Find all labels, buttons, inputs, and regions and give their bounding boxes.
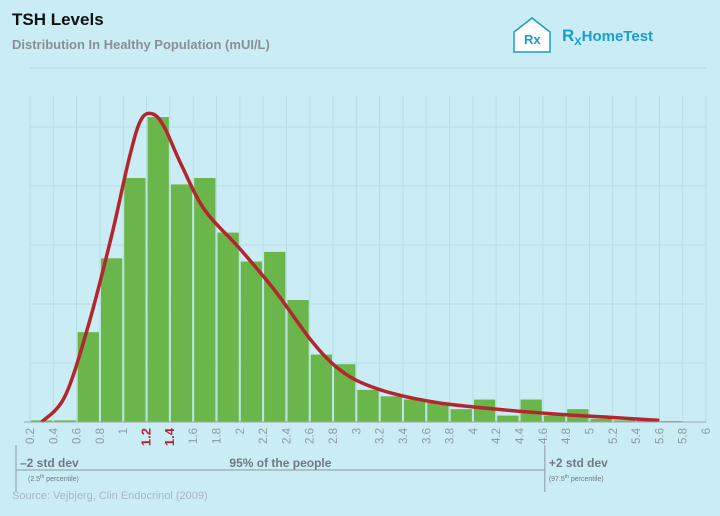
- std-dev-annotations: –2 std dev (2.5th percentile) 95% of the…: [15, 445, 608, 492]
- x-tick-label: 6: [701, 428, 713, 434]
- x-tick-label: 5.2: [608, 428, 620, 444]
- histogram-bar: [427, 402, 449, 422]
- x-tick-label: 1: [118, 428, 130, 434]
- x-tick-label: 1.6: [188, 428, 200, 444]
- x-tick-label: 0.4: [48, 427, 60, 444]
- histogram-bar: [264, 251, 286, 422]
- x-tick-label: 5.8: [678, 428, 690, 444]
- x-tick-label: 4.2: [491, 428, 503, 444]
- histogram-bar: [77, 332, 99, 422]
- x-tick-label: 0.8: [95, 428, 107, 444]
- histogram-bar: [170, 184, 193, 422]
- house-logo-icon: Rx: [513, 17, 551, 53]
- histogram-bar: [403, 399, 426, 422]
- left-percentile-note: (2.5th percentile): [28, 474, 79, 483]
- left-std-dev-label: –2 std dev: [20, 456, 79, 470]
- right-std-dev-label: +2 std dev: [549, 456, 608, 470]
- x-tick-labels: 0.2 0.4 0.6 0.8 1 1.2 1.4 1.6 1.8 2 2.2 2.4 2.6 2.8 3 3…: [25, 427, 713, 446]
- histogram-bar: [100, 258, 123, 422]
- histogram-bar: [147, 117, 169, 423]
- histogram-bar: [497, 415, 519, 422]
- histogram-bar: [240, 261, 263, 422]
- x-tick-label: 3: [351, 428, 363, 434]
- x-tick-label: 3.6: [421, 428, 433, 444]
- histogram-bar: [54, 420, 76, 422]
- brand-name: RXHomeTest: [562, 26, 654, 48]
- x-tick-label: 2.8: [328, 428, 340, 444]
- x-tick-label: 4: [468, 427, 480, 434]
- histogram-bar: [543, 415, 566, 422]
- x-tick-label: 0.6: [72, 428, 84, 444]
- x-tick-label: 3.4: [398, 427, 410, 444]
- x-tick-label: 1.2: [139, 428, 154, 446]
- x-tick-label: 4.8: [561, 428, 573, 444]
- logo-mark-text: Rx: [524, 32, 541, 47]
- histogram-bar: [310, 354, 333, 422]
- histogram-bars: [31, 117, 682, 423]
- x-tick-label: 5: [584, 428, 596, 434]
- histogram-bar: [590, 418, 612, 422]
- x-tick-label: 1.4: [162, 427, 177, 446]
- x-tick-label: 4.6: [538, 428, 550, 444]
- histogram-bar: [124, 178, 146, 422]
- histogram-bar: [287, 300, 309, 422]
- x-tick-label: 0.2: [25, 428, 37, 444]
- x-tick-label: 2.6: [305, 428, 317, 444]
- chart-title: TSH Levels: [12, 10, 104, 29]
- histogram-bar: [473, 399, 496, 422]
- brand-logo: Rx RXHomeTest: [510, 14, 710, 54]
- x-tick-label: 2.4: [281, 427, 293, 444]
- histogram-bar: [380, 396, 402, 422]
- x-tick-label: 3.2: [375, 428, 387, 444]
- range-label: 95% of the people: [229, 456, 331, 470]
- histogram-bar: [613, 420, 636, 422]
- x-tick-label: 5.6: [654, 428, 666, 444]
- x-tick-label: 3.8: [445, 428, 457, 444]
- chart-subtitle: Distribution In Healthy Population (mUI/…: [12, 37, 270, 52]
- x-tick-label: 2: [235, 428, 247, 434]
- right-percentile-note: (97.5th percentile): [549, 474, 604, 483]
- histogram-bar: [217, 232, 239, 422]
- x-tick-label: 1.8: [211, 428, 223, 444]
- histogram-bar: [450, 409, 472, 422]
- distribution-curve: [40, 111, 660, 424]
- histogram-bar: [357, 389, 379, 422]
- x-tick-label: 5.4: [631, 427, 643, 444]
- histogram-bar: [194, 178, 216, 422]
- x-tick-label: 4.4: [515, 427, 527, 444]
- source-citation: Source: Vejbjerg, Clin Endocrinol (2009): [12, 490, 208, 502]
- x-tick-label: 2.2: [258, 428, 270, 444]
